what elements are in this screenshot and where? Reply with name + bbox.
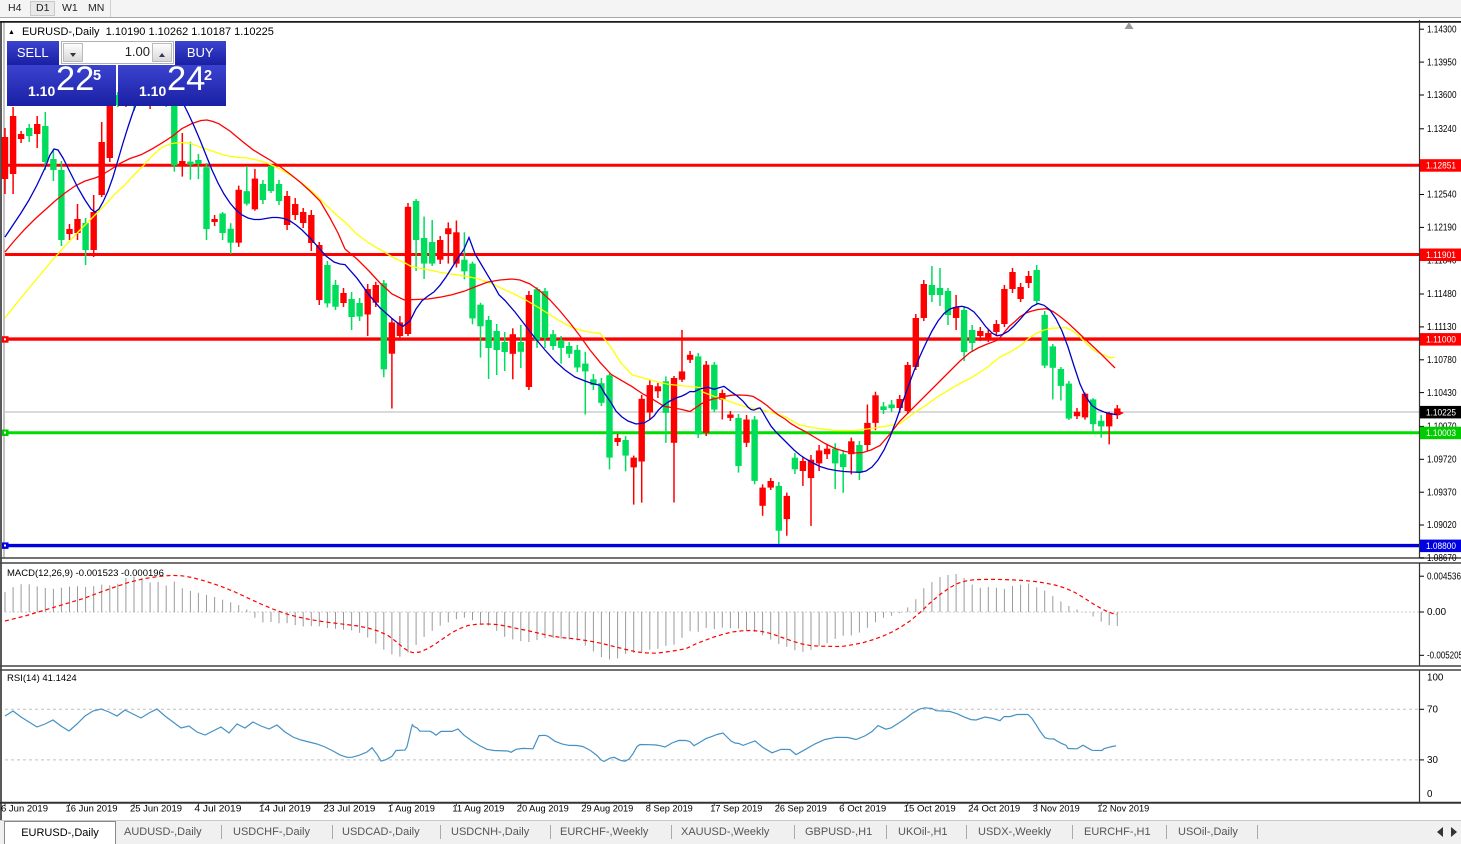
svg-text:1.14300: 1.14300: [1427, 24, 1457, 35]
svg-text:8 Sep 2019: 8 Sep 2019: [646, 804, 693, 815]
svg-text:1.08800: 1.08800: [1426, 541, 1456, 552]
svg-text:1.13600: 1.13600: [1427, 90, 1457, 101]
svg-text:0.00: 0.00: [1427, 607, 1447, 618]
svg-text:23 Jul 2019: 23 Jul 2019: [323, 804, 375, 815]
svg-text:1.11480: 1.11480: [1427, 289, 1457, 300]
svg-text:1.08670: 1.08670: [1427, 553, 1457, 564]
svg-text:1.10003: 1.10003: [1426, 428, 1456, 439]
svg-text:26 Sep 2019: 26 Sep 2019: [775, 804, 827, 815]
svg-text:25 Jun 2019: 25 Jun 2019: [130, 804, 182, 815]
svg-text:12 Nov 2019: 12 Nov 2019: [1097, 804, 1149, 815]
svg-text:0: 0: [1427, 789, 1433, 800]
svg-text:0.004536: 0.004536: [1427, 571, 1461, 582]
svg-text:16 Jun 2019: 16 Jun 2019: [66, 804, 118, 815]
svg-text:1.12540: 1.12540: [1427, 190, 1457, 201]
svg-text:1.12190: 1.12190: [1427, 223, 1457, 234]
svg-text:1.10780: 1.10780: [1427, 355, 1457, 366]
svg-text:1 Aug 2019: 1 Aug 2019: [388, 804, 435, 815]
svg-text:1.10225: 1.10225: [1426, 407, 1456, 418]
svg-text:1.09720: 1.09720: [1427, 455, 1457, 466]
svg-text:1.11000: 1.11000: [1426, 335, 1456, 346]
svg-text:29 Aug 2019: 29 Aug 2019: [581, 804, 633, 815]
svg-text:100: 100: [1427, 673, 1444, 684]
svg-text:1.09020: 1.09020: [1427, 520, 1457, 531]
svg-text:15 Oct 2019: 15 Oct 2019: [904, 804, 956, 815]
svg-text:-0.005205: -0.005205: [1427, 651, 1461, 662]
svg-text:1.12851: 1.12851: [1426, 161, 1456, 172]
svg-text:30: 30: [1427, 755, 1438, 766]
svg-text:6 Oct 2019: 6 Oct 2019: [839, 804, 886, 815]
svg-text:1.10430: 1.10430: [1427, 388, 1457, 399]
svg-text:14 Jul 2019: 14 Jul 2019: [259, 804, 311, 815]
svg-text:MACD(12,26,9) -0.001523 -0.000: MACD(12,26,9) -0.001523 -0.000196: [7, 568, 164, 579]
svg-text:6 Jun 2019: 6 Jun 2019: [1, 804, 48, 815]
svg-text:17 Sep 2019: 17 Sep 2019: [710, 804, 762, 815]
svg-text:1.13240: 1.13240: [1427, 124, 1457, 135]
svg-text:4 Jul 2019: 4 Jul 2019: [194, 804, 241, 815]
svg-text:20 Aug 2019: 20 Aug 2019: [517, 804, 569, 815]
svg-text:11 Aug 2019: 11 Aug 2019: [452, 804, 504, 815]
svg-text:1.11901: 1.11901: [1426, 250, 1456, 261]
svg-text:RSI(14) 41.1424: RSI(14) 41.1424: [7, 673, 77, 684]
svg-text:1.09370: 1.09370: [1427, 487, 1457, 498]
svg-text:24 Oct 2019: 24 Oct 2019: [968, 804, 1020, 815]
svg-text:1.11130: 1.11130: [1427, 322, 1457, 333]
svg-text:3 Nov 2019: 3 Nov 2019: [1033, 804, 1080, 815]
svg-text:1.13950: 1.13950: [1427, 57, 1457, 68]
svg-text:70: 70: [1427, 705, 1438, 716]
